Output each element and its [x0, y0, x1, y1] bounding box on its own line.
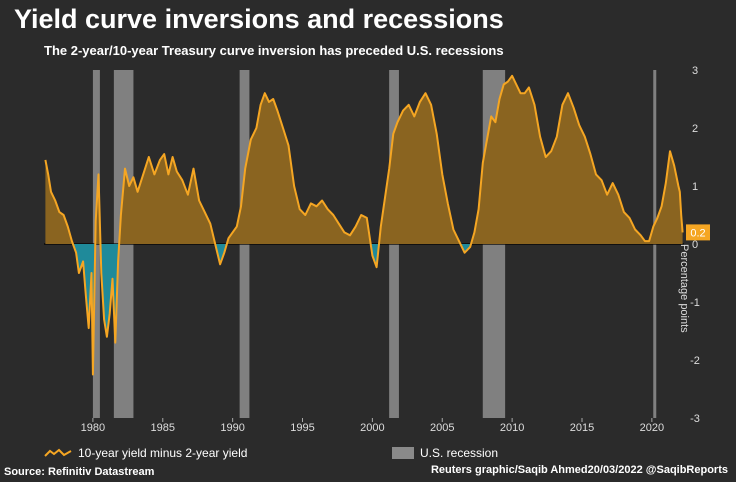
x-tick-label: 1980 [81, 422, 105, 434]
x-tick-label: 2015 [570, 422, 594, 434]
legend-recession-label: U.S. recession [420, 446, 499, 460]
latest-value-badge [686, 224, 710, 241]
legend-line-label: 10-year yield minus 2-year yield [78, 446, 248, 460]
spread-series-line [44, 74, 684, 376]
x-tick-label: 2000 [360, 422, 384, 434]
legend-recession-entry: U.S. recession [392, 446, 498, 460]
x-tick-label: 2020 [640, 422, 664, 434]
source-note: Source: Refinitiv Datastream [4, 466, 155, 478]
x-tick-label: 1990 [220, 422, 244, 434]
latest-value-badge-group: 0.2 [686, 224, 710, 241]
y-tick-label: 0 [692, 239, 698, 251]
y-tick-label: -1 [690, 297, 700, 309]
x-tick-label: 1995 [290, 422, 314, 434]
spread-line [44, 74, 684, 376]
x-tick-label: 2005 [430, 422, 454, 434]
positive-spread-area [45, 75, 683, 244]
chart-subtitle: The 2-year/10-year Treasury curve invers… [44, 43, 504, 58]
y-tick-label: 2 [692, 123, 698, 135]
y-tick-label: -2 [690, 355, 700, 367]
x-tick-label: 1985 [151, 422, 175, 434]
y-tick-label: 3 [692, 65, 698, 77]
y-tick-label: -3 [690, 413, 700, 425]
legend-recession-swatch [392, 447, 414, 459]
y-axis-label: Percentage points [678, 244, 690, 333]
latest-value-label: 0.2 [690, 227, 705, 239]
y-tick-label: 1 [692, 181, 698, 193]
legend-line-swatch [44, 448, 72, 457]
x-axis-ticks: 1980 1985 1990 1995 2000 2005 2010 2015 2020 [81, 418, 664, 434]
y-axis-ticks: 3 2 1 0 -1 -2 -3 [690, 65, 700, 425]
chart-title: Yield curve inversions and recessions [14, 4, 504, 34]
spread-area [45, 75, 683, 375]
credit-note: Reuters graphic/Saqib Ahmed20/03/2022 @S… [430, 464, 728, 476]
x-tick-label: 2010 [500, 422, 524, 434]
negative-spread-area [45, 244, 683, 375]
legend-line-entry: 10-year yield minus 2-year yield [44, 446, 247, 460]
